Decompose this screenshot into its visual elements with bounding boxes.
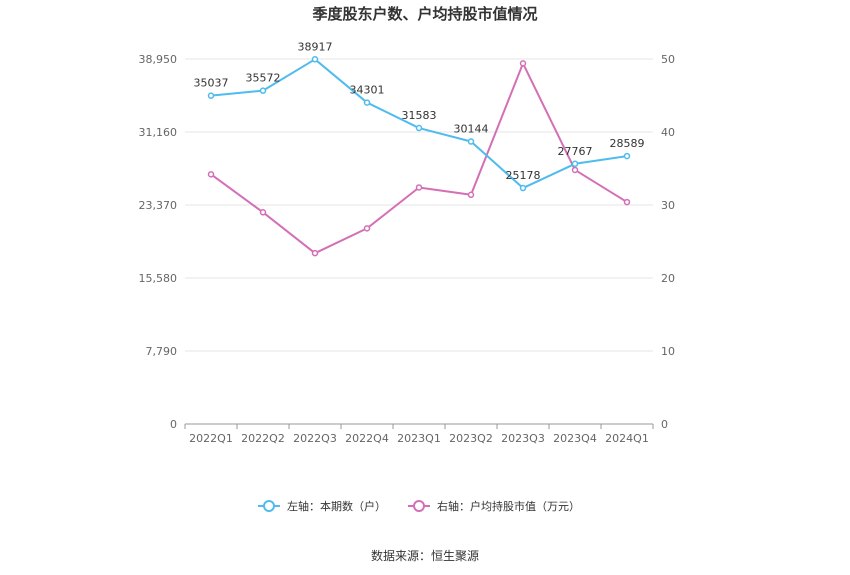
- axes: 0 7,790 15,580 23,370 31,160 38,950 0 10 20 30 40 5…: [139, 53, 676, 445]
- data-point-right: [571, 166, 579, 174]
- x-tick-label: 2022Q3: [293, 432, 337, 445]
- legend-marker: [263, 500, 275, 512]
- left-tick-label: 23,370: [139, 199, 178, 212]
- data-point-right: [519, 60, 527, 67]
- data-point-left: [415, 124, 423, 132]
- legend-marker: [413, 500, 425, 512]
- series-line-right: [210, 62, 628, 255]
- source-note: 数据来源：恒生聚源: [371, 548, 479, 563]
- data-point-left: [207, 92, 215, 99]
- x-tick-label: 2022Q1: [189, 432, 233, 445]
- data-point-left: [519, 184, 527, 192]
- data-point-right: [259, 209, 267, 216]
- right-tick-label: 0: [661, 418, 668, 431]
- data-point-left: [311, 56, 319, 63]
- legend-label: 左轴：本期数（户）: [287, 499, 386, 513]
- left-tick-label: 31,160: [139, 126, 178, 139]
- legend: 左轴：本期数（户） 右轴：户均持股市值（万元）: [258, 499, 580, 513]
- data-point-left: [571, 160, 579, 168]
- left-tick-label: 0: [170, 418, 177, 431]
- data-point-right: [311, 249, 319, 257]
- data-point-right: [207, 171, 215, 178]
- x-tick-label: 2022Q2: [241, 432, 285, 445]
- x-tick-label: 2023Q1: [397, 432, 441, 445]
- data-label: 30144: [454, 123, 489, 136]
- data-label: 35037: [194, 77, 229, 90]
- data-point-left: [623, 152, 631, 160]
- data-label: 31583: [402, 109, 437, 122]
- data-point-left: [363, 99, 371, 106]
- left-tick-label: 7,790: [146, 345, 178, 358]
- data-point-left: [467, 138, 475, 145]
- grid: [185, 58, 653, 352]
- right-tick-label: 30: [661, 199, 675, 212]
- x-tick-label: 2023Q4: [553, 432, 597, 445]
- data-point-right: [363, 225, 371, 232]
- data-point-right: [623, 198, 631, 206]
- data-point-right: [467, 191, 475, 199]
- data-label: 27767: [558, 145, 593, 158]
- legend-label: 右轴：户均持股市值（万元）: [437, 499, 580, 513]
- series-group: 35037 35572 38917 34301 31583 30144 25178 27767…: [194, 40, 645, 257]
- data-point-right: [415, 184, 423, 191]
- left-tick-label: 38,950: [139, 53, 178, 66]
- data-label: 25178: [506, 169, 541, 182]
- data-label: 34301: [350, 84, 385, 97]
- right-tick-label: 20: [661, 272, 675, 285]
- right-tick-label: 50: [661, 53, 675, 66]
- data-label: 35572: [246, 72, 281, 85]
- x-tick-label: 2023Q2: [449, 432, 493, 445]
- right-tick-label: 40: [661, 126, 675, 139]
- chart-title: 季度股东户数、户均持股市值情况: [312, 5, 537, 23]
- data-point-left: [259, 87, 267, 94]
- data-label: 38917: [298, 40, 333, 53]
- x-tick-label: 2022Q4: [345, 432, 389, 445]
- right-tick-label: 10: [661, 345, 675, 358]
- left-tick-label: 15,580: [139, 272, 178, 285]
- x-tick-label: 2023Q3: [501, 432, 545, 445]
- x-tick-label: 2024Q1: [605, 432, 649, 445]
- data-label: 28589: [610, 137, 645, 150]
